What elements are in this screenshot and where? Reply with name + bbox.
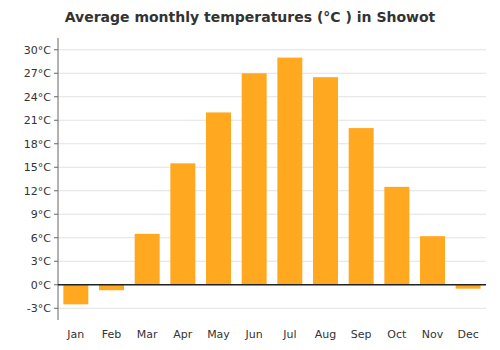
grid-line: [58, 96, 486, 97]
grid: [58, 50, 486, 309]
tick-label: -3°C: [27, 302, 51, 315]
bar: [277, 58, 302, 285]
tick-mark: [54, 96, 58, 97]
tick-label: 21°C: [24, 114, 51, 127]
category-label: Feb: [102, 328, 121, 341]
bar: [63, 285, 88, 305]
category-label: Dec: [458, 328, 479, 341]
tick-label: 0°C: [31, 279, 51, 292]
bar: [242, 73, 267, 285]
bar: [420, 236, 445, 285]
tick-mark: [54, 190, 58, 191]
tick-label: 27°C: [24, 67, 51, 80]
chart-container: Average monthly temperatures (°C ) in Sh…: [0, 0, 500, 350]
x-axis: Jan Feb Mar Apr May Jun Jul Aug Sep Oct Nov Dec: [66, 328, 478, 341]
tick-mark: [54, 167, 58, 168]
chart: Average monthly temperatures (°C ) in Sh…: [0, 0, 500, 350]
category-label: Aug: [315, 328, 336, 341]
grid-line: [58, 167, 486, 168]
bar: [313, 77, 338, 285]
tick-label: 6°C: [31, 232, 51, 245]
bar: [206, 112, 231, 284]
category-label: Jan: [66, 328, 84, 341]
tick-mark: [54, 214, 58, 215]
category-label: Mar: [137, 328, 158, 341]
tick-label: 3°C: [31, 255, 51, 268]
category-label: Jul: [282, 328, 296, 341]
y-axis: -3°C 0°C 3°C 6°C 9°C 12°C 15°C 18°C 21°C 24°C 27°C…: [24, 38, 58, 320]
tick-mark: [54, 284, 58, 285]
tick-label: 9°C: [31, 208, 51, 221]
bars: [63, 58, 480, 305]
grid-line: [58, 49, 486, 50]
bar: [99, 285, 124, 290]
category-label: Apr: [173, 328, 193, 341]
tick-label: 12°C: [24, 185, 51, 198]
tick-mark: [54, 143, 58, 144]
grid-line: [58, 190, 486, 191]
grid-line: [58, 214, 486, 215]
tick-mark: [54, 261, 58, 262]
tick-label: 15°C: [24, 161, 51, 174]
title: Average monthly temperatures (°C ) in Sh…: [65, 9, 436, 25]
grid-line: [58, 120, 486, 121]
category-label: May: [207, 328, 230, 341]
grid-line: [58, 308, 486, 309]
y-axis-line: [58, 38, 59, 320]
category-label: Jun: [245, 328, 263, 341]
tick-mark: [54, 49, 58, 50]
grid-line: [58, 284, 486, 285]
bar: [170, 163, 195, 284]
bar: [135, 234, 160, 285]
tick-label: 30°C: [24, 44, 51, 57]
grid-line: [58, 73, 486, 74]
category-label: Oct: [387, 328, 407, 341]
category-label: Nov: [422, 328, 444, 341]
grid-line: [58, 143, 486, 144]
bar: [349, 128, 374, 285]
tick-label: 18°C: [24, 138, 51, 151]
tick-mark: [54, 73, 58, 74]
tick-mark: [54, 237, 58, 238]
category-label: Sep: [351, 328, 372, 341]
tick-label: 24°C: [24, 91, 51, 104]
zero-line: [58, 284, 486, 286]
tick-mark: [54, 308, 58, 309]
bar: [384, 187, 409, 285]
tick-mark: [54, 120, 58, 121]
